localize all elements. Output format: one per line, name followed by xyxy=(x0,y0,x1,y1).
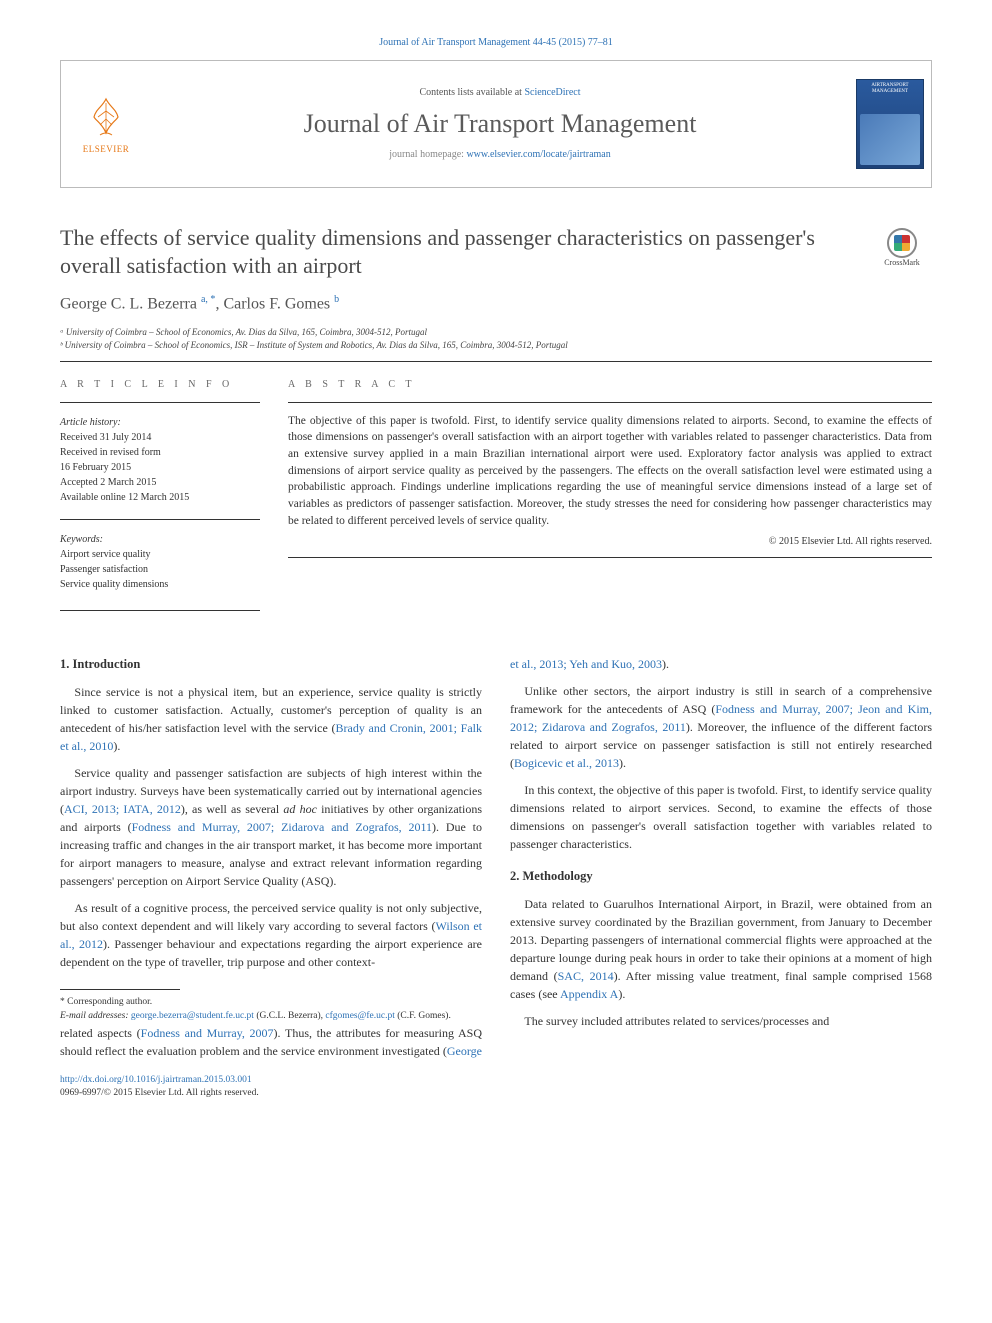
elsevier-tree-icon xyxy=(82,93,130,141)
history-0: Received 31 July 2014 xyxy=(60,430,260,445)
s1-p3: As result of a cognitive process, the pe… xyxy=(60,899,482,971)
contents-list-line: Contents lists available at ScienceDirec… xyxy=(419,86,580,100)
s1-p2-b: ), as well as several xyxy=(181,802,284,816)
keyword-0: Airport service quality xyxy=(60,547,260,562)
email-gomes[interactable]: cfgomes@fe.uc.pt xyxy=(325,1011,394,1021)
article-title-text: The effects of service quality dimension… xyxy=(60,225,815,278)
article-info-column: A R T I C L E I N F O Article history: R… xyxy=(60,378,260,606)
history-1: Received in revised form xyxy=(60,445,260,460)
rule-above-info xyxy=(60,361,932,362)
journal-title: Journal of Air Transport Management xyxy=(304,106,697,142)
crossmark-icon xyxy=(887,228,917,258)
cite-bogicevic[interactable]: Bogicevic et al., 2013 xyxy=(514,756,619,770)
keyword-1: Passenger satisfaction xyxy=(60,562,260,577)
email-addresses: E-mail addresses: george.bezerra@student… xyxy=(60,1010,482,1024)
s1-p2-adhoc: ad hoc xyxy=(283,802,317,816)
affiliation-a: ᵃ University of Coimbra – School of Econ… xyxy=(60,326,932,340)
cover-image xyxy=(860,114,920,165)
corresponding-author: * Corresponding author. xyxy=(60,996,482,1010)
email-bezerra[interactable]: george.bezerra@student.fe.uc.pt xyxy=(131,1011,254,1021)
abstract-rule xyxy=(288,402,932,403)
footnotes: * Corresponding author. E-mail addresses… xyxy=(60,996,482,1024)
info-rule-1 xyxy=(60,402,260,403)
s1-p4: Unlike other sectors, the airport indust… xyxy=(510,682,932,772)
article-history: Article history: Received 31 July 2014 R… xyxy=(60,415,260,505)
publisher-name: ELSEVIER xyxy=(83,143,130,156)
homepage-prefix: journal homepage: xyxy=(389,149,466,160)
history-3: Accepted 2 March 2015 xyxy=(60,475,260,490)
s1-p1: Since service is not a physical item, bu… xyxy=(60,683,482,755)
abstract-header: A B S T R A C T xyxy=(288,378,932,392)
keywords-head: Keywords: xyxy=(60,532,260,547)
top-journal-ref: Journal of Air Transport Management 44-4… xyxy=(60,36,932,50)
article-title: The effects of service quality dimension… xyxy=(60,224,932,279)
cite-fodness-zidarova[interactable]: Fodness and Murray, 2007; Zidarova and Z… xyxy=(132,820,432,834)
issn-copyright: 0969-6997/© 2015 Elsevier Ltd. All right… xyxy=(60,1088,259,1098)
journal-masthead: ELSEVIER Contents lists available at Sci… xyxy=(60,60,932,188)
s2-p1: Data related to Guarulhos International … xyxy=(510,895,932,1003)
footnote-separator xyxy=(60,989,180,990)
s1-p3c-a: related aspects ( xyxy=(60,1026,141,1040)
crossmark-label: CrossMark xyxy=(884,258,920,268)
crossmark-badge[interactable]: CrossMark xyxy=(872,228,932,268)
info-rule-3 xyxy=(60,610,260,611)
s1-p3-b: ). Passenger behaviour and expectations … xyxy=(60,937,482,969)
info-rule-2 xyxy=(60,519,260,520)
doi-link[interactable]: http://dx.doi.org/10.1016/j.jairtraman.2… xyxy=(60,1075,252,1085)
keywords-block: Keywords: Airport service quality Passen… xyxy=(60,532,260,592)
contents-prefix: Contents lists available at xyxy=(419,87,524,98)
cite-sac-2014[interactable]: SAC, 2014 xyxy=(558,969,614,983)
s1-p3c-c: ). xyxy=(662,657,669,671)
abstract-rule-bottom xyxy=(288,557,932,558)
affiliation-b: ᵇ University of Coimbra – School of Econ… xyxy=(60,339,932,353)
cite-aci-iata[interactable]: ACI, 2013; IATA, 2012 xyxy=(64,802,181,816)
history-2: 16 February 2015 xyxy=(60,460,260,475)
link-appendix-a[interactable]: Appendix A xyxy=(560,987,618,1001)
history-head: Article history: xyxy=(60,415,260,430)
journal-cover-thumb: AIRTRANSPORT MANAGEMENT xyxy=(849,61,931,187)
authors-line: George C. L. Bezerra a, *, Carlos F. Gom… xyxy=(60,293,932,316)
s2-p1-c: ). xyxy=(618,987,625,1001)
section-1-heading: 1. Introduction xyxy=(60,655,482,674)
journal-homepage-link[interactable]: www.elsevier.com/locate/jairtraman xyxy=(466,149,610,160)
abstract-text: The objective of this paper is twofold. … xyxy=(288,413,932,530)
page-footer: http://dx.doi.org/10.1016/j.jairtraman.2… xyxy=(60,1074,932,1101)
s1-p1-b: ). xyxy=(113,739,120,753)
history-4: Available online 12 March 2015 xyxy=(60,490,260,505)
section-2-heading: 2. Methodology xyxy=(510,867,932,886)
affiliations: ᵃ University of Coimbra – School of Econ… xyxy=(60,326,932,353)
cover-title-text: AIRTRANSPORT MANAGEMENT xyxy=(860,83,920,94)
s1-p3-a: As result of a cognitive process, the pe… xyxy=(60,901,482,933)
s1-p2: Service quality and passenger satisfacti… xyxy=(60,764,482,890)
email-label: E-mail addresses: xyxy=(60,1011,131,1021)
email2-who: (C.F. Gomes). xyxy=(395,1011,451,1021)
publisher-logo-block: ELSEVIER xyxy=(61,61,151,187)
abstract-copyright: © 2015 Elsevier Ltd. All rights reserved… xyxy=(288,535,932,549)
s1-p5: In this context, the objective of this p… xyxy=(510,781,932,853)
s2-p2: The survey included attributes related t… xyxy=(510,1012,932,1030)
s1-p4-c: ). xyxy=(619,756,626,770)
sciencedirect-link[interactable]: ScienceDirect xyxy=(524,87,580,98)
cite-fodness-2007[interactable]: Fodness and Murray, 2007 xyxy=(141,1026,274,1040)
article-info-header: A R T I C L E I N F O xyxy=(60,378,260,392)
journal-homepage-line: journal homepage: www.elsevier.com/locat… xyxy=(389,148,611,162)
email1-who: (G.C.L. Bezerra), xyxy=(254,1011,325,1021)
keyword-2: Service quality dimensions xyxy=(60,577,260,592)
body-text: 1. Introduction Since service is not a p… xyxy=(60,655,932,1060)
abstract-column: A B S T R A C T The objective of this pa… xyxy=(288,378,932,606)
